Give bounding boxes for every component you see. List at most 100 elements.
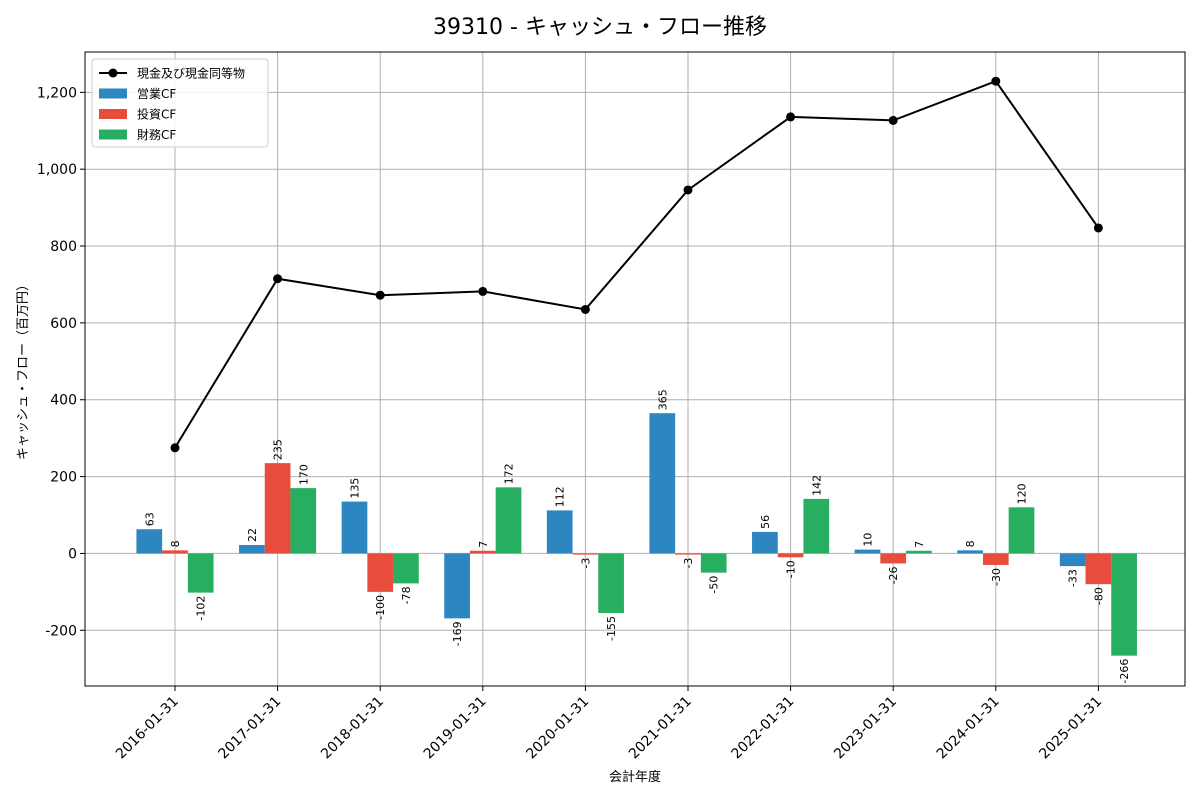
bar-投資CF-2019-01-31 [469,550,496,554]
cash-point-2016-01-31 [170,443,180,453]
cash-point-2022-01-31 [786,112,796,122]
bar-財務CF-2025-01-31 [1111,553,1137,656]
bar-value-label: -169 [451,621,464,646]
bar-value-label: 8 [964,540,977,547]
cash-point-2025-01-31 [1093,223,1103,233]
bar-value-label: -26 [887,566,900,584]
legend-label: 財務CF [137,127,176,142]
x-tick-label: 2017-01-31 [216,694,285,763]
plot-frame [84,51,1186,687]
bar-営業CF-2021-01-31 [649,413,676,554]
bar-value-label: -155 [605,616,618,641]
bar-labels: 63 22 135 -169 112 365 56 10 8 -33 8 235 -100 7 -3 -3 -1… [143,389,1131,683]
bar-財務CF-2016-01-31 [187,553,214,593]
cash-line [174,79,1100,449]
legend-label: 営業CF [137,87,176,101]
y-tick-label: 200 [50,470,77,486]
bar-value-label: -50 [708,576,721,594]
cash-point-2021-01-31 [683,185,693,195]
bar-value-label: -30 [990,568,1003,586]
x-tick-label: 2022-01-31 [729,694,798,763]
line-layer [170,76,1103,453]
legend-swatch [99,129,127,140]
bar-投資CF-2025-01-31 [1085,553,1112,585]
bar-value-label: -33 [1067,569,1080,587]
bar-value-label: -10 [785,560,798,578]
bar-財務CF-2017-01-31 [290,488,317,554]
legend-swatch [99,88,127,99]
legend-label: 投資CF [137,107,176,122]
y-tick-label: 1,200 [37,85,77,101]
bar-value-label: -100 [374,595,387,620]
bar-営業CF-2023-01-31 [854,549,881,554]
bar-value-label: 8 [169,540,182,547]
y-tick-label: 600 [50,316,77,332]
bar-投資CF-2020-01-31 [572,553,599,555]
y-tick-label: 1,000 [37,162,77,178]
x-tick-label: 2025-01-31 [1036,694,1105,763]
cash-point-2019-01-31 [478,286,488,296]
y-tick-label: -200 [45,623,77,639]
bar-value-label: 7 [913,541,926,548]
bar-value-label: 22 [246,528,259,542]
bar-財務CF-2018-01-31 [393,553,419,584]
chart-title: 39310 - キャッシュ・フロー推移 [433,15,767,40]
bar-営業CF-2018-01-31 [341,501,368,554]
x-axis-ticks: 2016-01-31 2017-01-31 2018-01-31 2019-01-31… [113,686,1105,762]
bar-投資CF-2023-01-31 [880,553,907,564]
bar-value-label: 112 [554,486,567,507]
bar-財務CF-2021-01-31 [700,553,727,573]
bar-value-label: 7 [477,541,490,548]
bar-営業CF-2025-01-31 [1059,553,1086,567]
x-tick-label: 2018-01-31 [318,694,387,763]
bar-営業CF-2020-01-31 [546,510,573,554]
bar-value-label: -3 [579,558,592,569]
bar-value-label: 172 [503,463,516,484]
bar-value-label: -80 [1092,587,1105,605]
x-axis-label: 会計年度 [609,769,661,785]
bar-value-label: 235 [272,439,285,460]
x-tick-label: 2020-01-31 [523,694,592,763]
bar-営業CF-2019-01-31 [444,553,470,619]
bar-value-label: -3 [682,558,695,569]
bar-投資CF-2024-01-31 [982,553,1009,565]
x-tick-label: 2019-01-31 [421,694,490,763]
bar-財務CF-2020-01-31 [598,553,624,613]
bar-投資CF-2018-01-31 [367,553,394,592]
bar-value-label: 142 [810,475,823,496]
bar-value-label: 63 [143,512,156,526]
legend-frame [91,58,269,148]
bar-営業CF-2024-01-31 [957,550,983,554]
y-tick-label: 400 [50,393,77,409]
cash-point-2018-01-31 [375,290,385,300]
x-tick-label: 2023-01-31 [831,694,900,763]
bar-営業CF-2016-01-31 [136,529,163,554]
bar-value-label: -78 [400,586,413,604]
bar-value-label: 56 [759,515,772,529]
bar-財務CF-2019-01-31 [495,487,522,554]
bar-value-label: -266 [1118,659,1131,684]
bar-財務CF-2022-01-31 [803,498,830,554]
bar-value-label: 10 [862,533,875,547]
bar-layer [136,413,1137,656]
y-axis-ticks: -200 0 200 400 600 800 1,000 1,200 [37,85,85,639]
bar-営業CF-2022-01-31 [752,531,778,554]
bar-value-label: 365 [656,389,669,410]
bar-value-label: 170 [297,464,310,485]
y-tick-label: 800 [50,239,77,255]
legend-label: 現金及び現金同等物 [137,66,245,81]
bar-value-label: 120 [1016,483,1029,504]
cash-point-2017-01-31 [273,274,283,284]
y-tick-label: 0 [68,546,77,562]
x-tick-label: 2024-01-31 [934,694,1003,763]
legend-swatch [99,109,127,119]
bar-財務CF-2024-01-31 [1008,507,1035,554]
x-tick-label: 2016-01-31 [113,694,182,763]
bar-投資CF-2021-01-31 [675,553,701,555]
bar-投資CF-2016-01-31 [162,550,188,554]
grid-lines [85,52,1185,686]
y-axis-label: キャッシュ・フロー（百万円） [16,278,31,460]
bar-投資CF-2017-01-31 [264,463,291,554]
